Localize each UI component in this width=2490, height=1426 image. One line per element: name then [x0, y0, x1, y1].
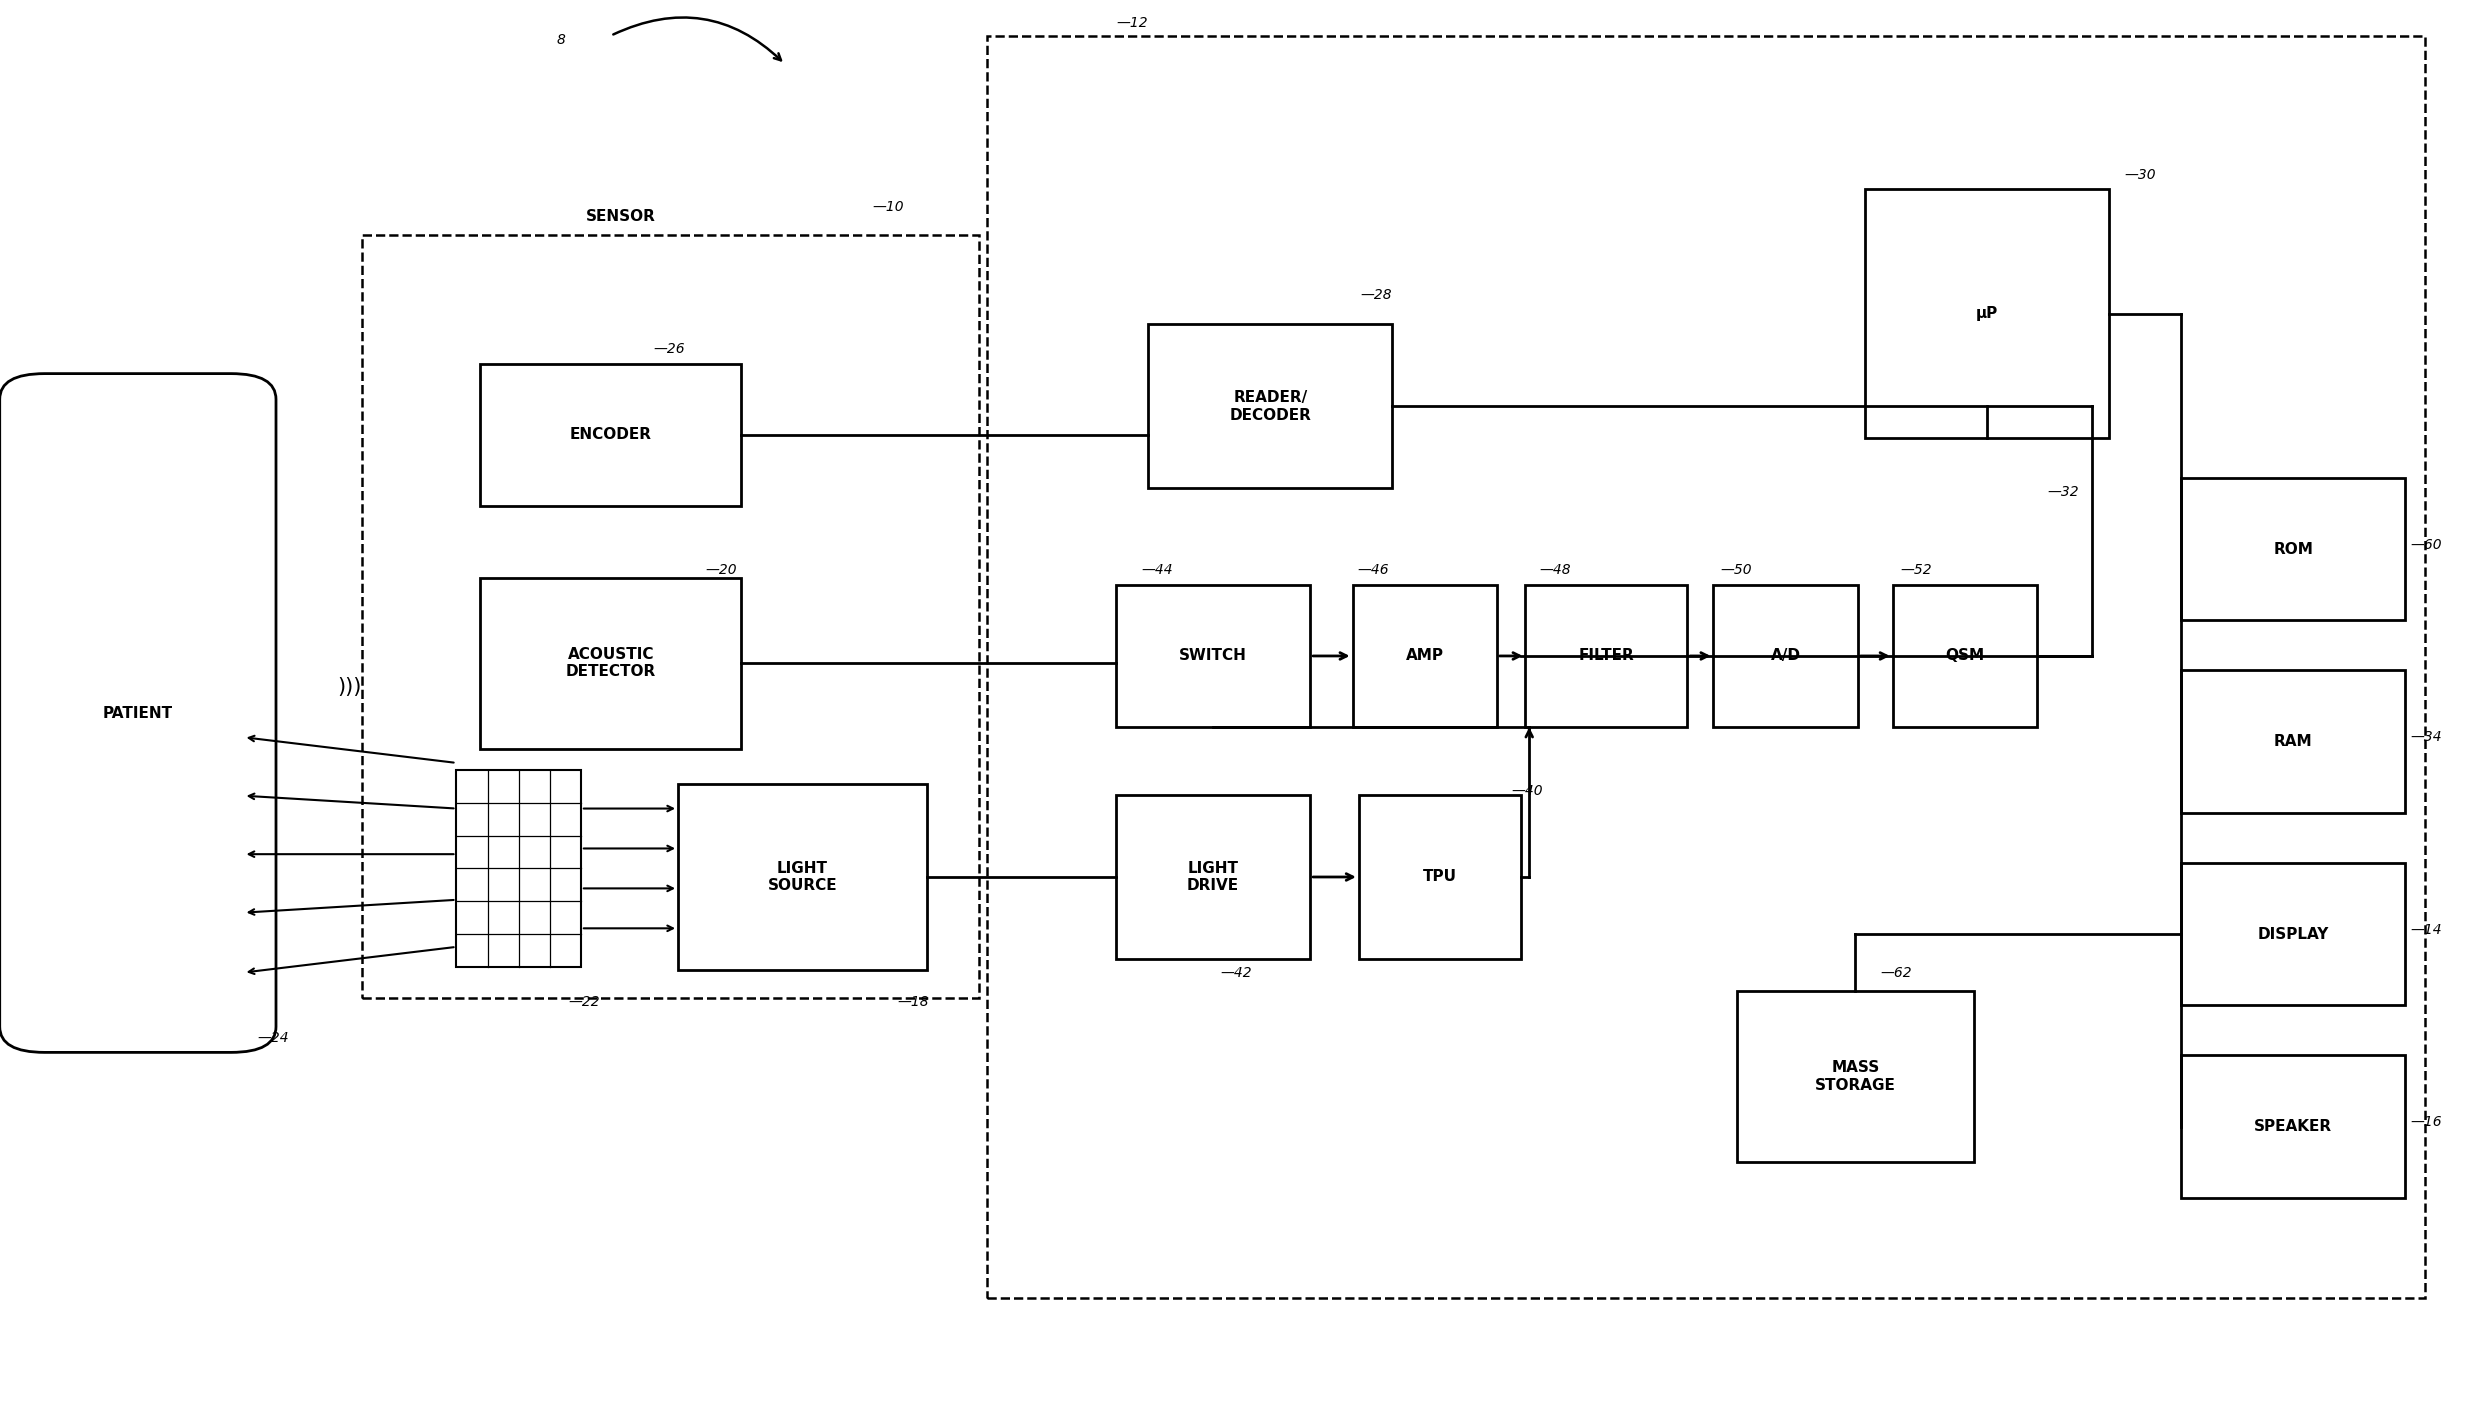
- Text: —42: —42: [1220, 965, 1252, 980]
- Text: —28: —28: [1360, 288, 1392, 302]
- Text: —32: —32: [2047, 485, 2079, 499]
- Text: QSM: QSM: [1945, 649, 1985, 663]
- Text: PATIENT: PATIENT: [102, 706, 172, 720]
- Bar: [361, 235, 979, 998]
- Bar: [456, 770, 580, 967]
- Bar: [2181, 1055, 2405, 1198]
- Text: 8: 8: [558, 33, 565, 47]
- Bar: [1116, 796, 1310, 958]
- Bar: [481, 364, 742, 506]
- Text: —10: —10: [872, 200, 904, 214]
- Text: LIGHT
DRIVE: LIGHT DRIVE: [1188, 861, 1240, 893]
- Text: —48: —48: [1539, 563, 1571, 578]
- Bar: [986, 36, 2425, 1298]
- Text: DISPLAY: DISPLAY: [2258, 927, 2328, 941]
- Bar: [1713, 585, 1858, 727]
- Text: ACOUSTIC
DETECTOR: ACOUSTIC DETECTOR: [565, 647, 655, 679]
- Bar: [1526, 585, 1688, 727]
- Bar: [677, 784, 926, 970]
- Text: —20: —20: [705, 563, 737, 578]
- Bar: [1148, 325, 1392, 488]
- Text: —60: —60: [2410, 538, 2443, 552]
- Text: READER/
DECODER: READER/ DECODER: [1230, 391, 1312, 422]
- Bar: [1116, 585, 1310, 727]
- Text: A/D: A/D: [1770, 649, 1800, 663]
- Text: —26: —26: [652, 342, 685, 356]
- Text: —52: —52: [1900, 563, 1932, 578]
- Text: SWITCH: SWITCH: [1180, 649, 1247, 663]
- Text: AMP: AMP: [1407, 649, 1444, 663]
- Text: —44: —44: [1140, 563, 1173, 578]
- Text: —34: —34: [2410, 730, 2443, 744]
- Bar: [1738, 991, 1975, 1162]
- Text: MASS
STORAGE: MASS STORAGE: [1815, 1061, 1895, 1092]
- Text: ROM: ROM: [2273, 542, 2313, 556]
- Text: —30: —30: [2124, 168, 2156, 183]
- Text: —14: —14: [2410, 923, 2443, 937]
- Text: —12: —12: [1116, 16, 1148, 30]
- Bar: [1892, 585, 2037, 727]
- Bar: [2181, 670, 2405, 813]
- Text: —16: —16: [2410, 1115, 2443, 1129]
- Text: —62: —62: [1880, 965, 1912, 980]
- Text: —50: —50: [1721, 563, 1753, 578]
- Text: —40: —40: [1511, 784, 1544, 799]
- Text: SENSOR: SENSOR: [585, 208, 655, 224]
- Bar: [1352, 585, 1496, 727]
- Text: ENCODER: ENCODER: [570, 428, 652, 442]
- Bar: [481, 578, 742, 749]
- Text: SPEAKER: SPEAKER: [2253, 1119, 2333, 1134]
- Bar: [1865, 190, 2109, 439]
- Text: TPU: TPU: [1422, 870, 1457, 884]
- Text: ))): ))): [336, 677, 361, 697]
- Text: —22: —22: [568, 995, 600, 1010]
- Bar: [1360, 796, 1521, 958]
- Text: FILTER: FILTER: [1579, 649, 1633, 663]
- Text: LIGHT
SOURCE: LIGHT SOURCE: [767, 861, 837, 893]
- FancyBboxPatch shape: [0, 374, 276, 1052]
- Bar: [2181, 478, 2405, 620]
- Bar: [2181, 863, 2405, 1005]
- Text: —46: —46: [1357, 563, 1389, 578]
- Text: —24: —24: [256, 1031, 289, 1045]
- Text: RAM: RAM: [2273, 734, 2313, 749]
- Text: —18: —18: [896, 995, 929, 1010]
- Text: μP: μP: [1977, 307, 1999, 321]
